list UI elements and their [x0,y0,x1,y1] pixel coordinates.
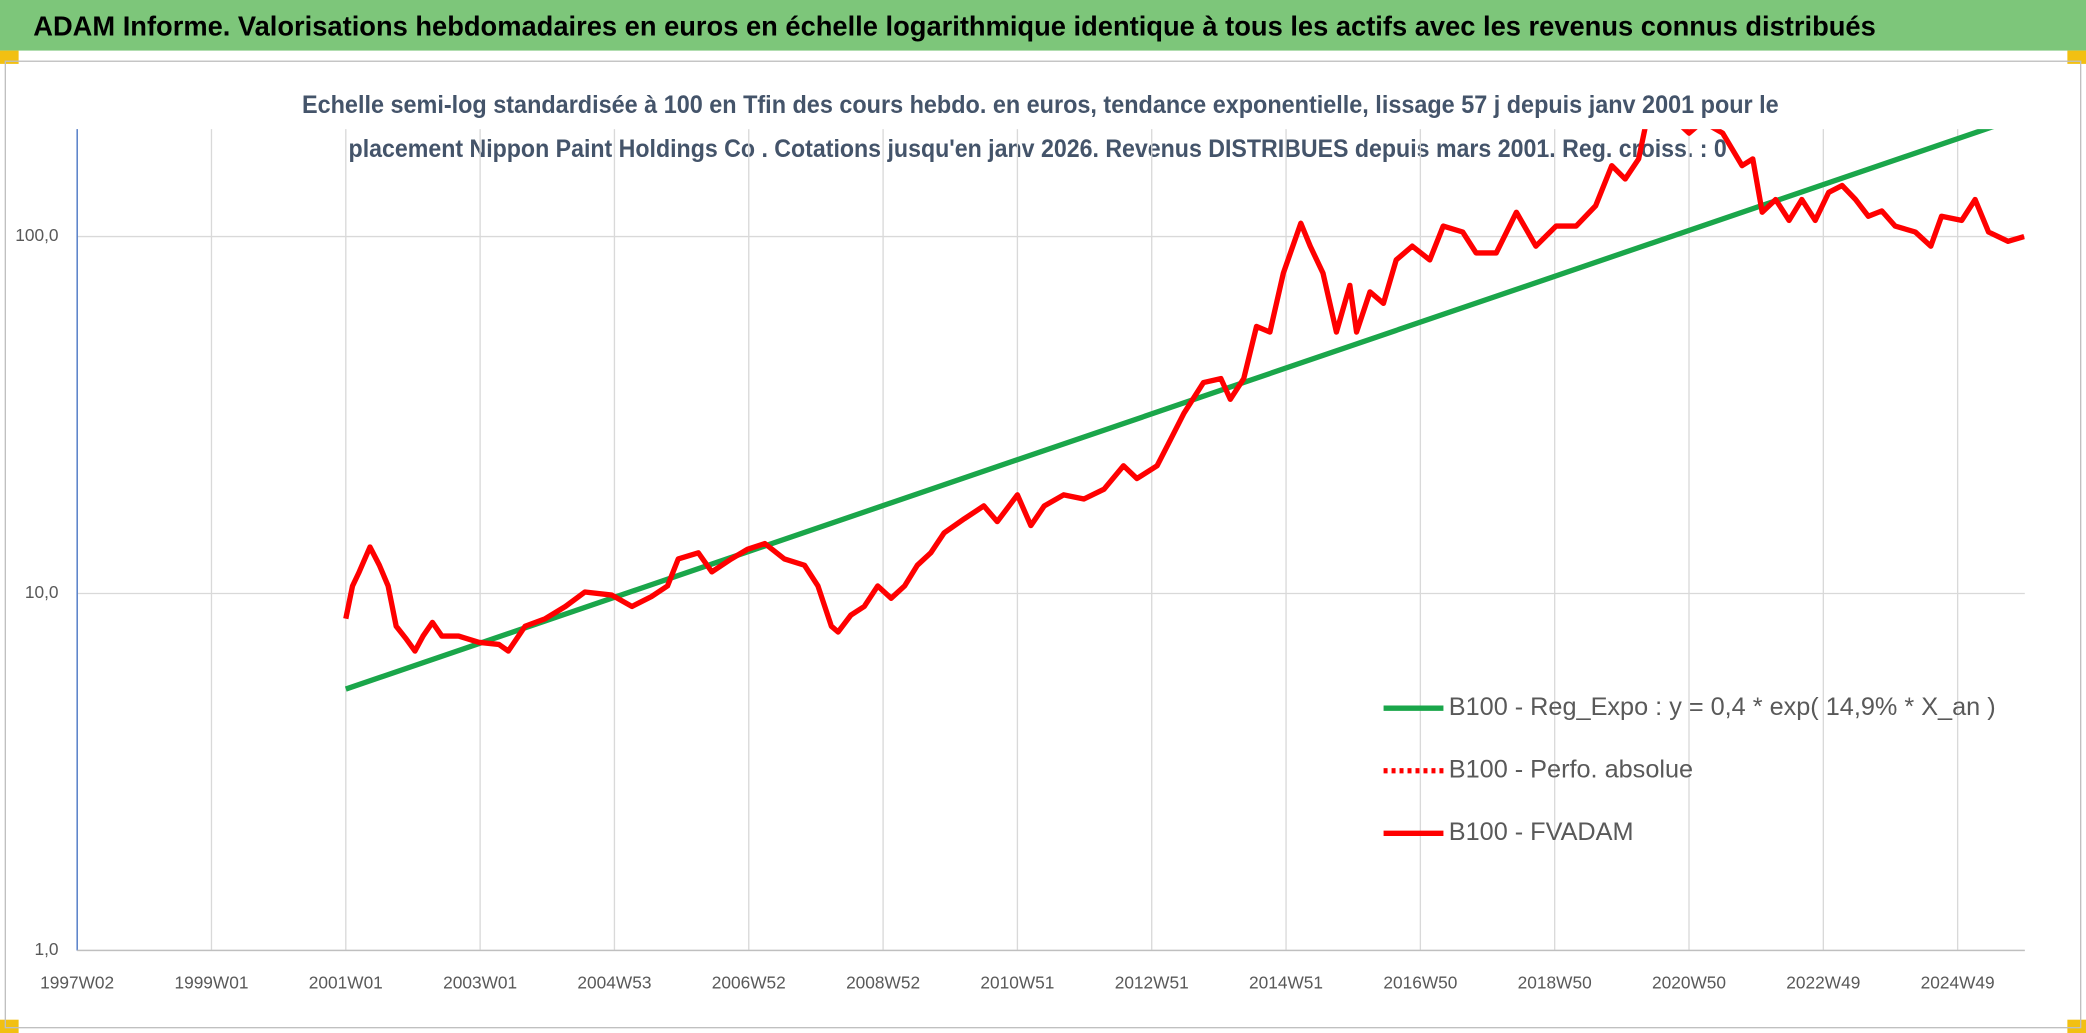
header-title: ADAM Informe. Valorisations hebdomadaire… [33,10,1876,41]
x-tick-label: 2010W51 [980,972,1054,992]
x-tick-label: 2016W50 [1383,972,1457,992]
x-tick-label: 2001W01 [309,972,383,992]
x-tick-label: 2012W51 [1115,972,1189,992]
y-tick-label: 100,0 [15,225,58,245]
corner [2067,1019,2086,1033]
x-tick-label: 2020W50 [1652,972,1726,992]
x-tick-label: 2004W53 [577,972,651,992]
data-line [343,129,2025,654]
legend-label: B100 - FVADAM [1449,818,1634,846]
panel-border [4,60,2082,1029]
x-tick-label: 2014W51 [1249,972,1323,992]
x-tick-label: 2003W01 [443,972,517,992]
x-tick-label: 2022W49 [1786,972,1860,992]
chart-title: Echelle semi-log standardisée à 100 en T… [302,91,1779,119]
x-tick-label: 1999W01 [174,972,248,992]
header-bar [0,0,2086,51]
y-tick-label: 10,0 [25,582,59,602]
legend-label: B100 - Reg_Expo : y = 0,4 * exp( 14,9% *… [1449,693,1996,721]
x-tick-label: 2024W49 [1921,972,1995,992]
legend-label: B100 - Perfo. absolue [1449,755,1693,783]
x-tick-label: 1997W02 [40,972,114,992]
x-tick-label: 2006W52 [712,972,786,992]
y-tick-label: 1,0 [34,939,58,959]
x-tick-label: 2008W52 [846,972,920,992]
data-line [344,129,1994,692]
plot [343,129,2025,692]
labels: 1,0 10,0 100,0 1997W02 1999W01 2001W01 2003W01… [15,225,1995,992]
chart-title: placement Nippon Paint Holdings Co . Cot… [349,135,1727,163]
corner [0,1019,19,1033]
x-tick-label: 2018W50 [1518,972,1592,992]
